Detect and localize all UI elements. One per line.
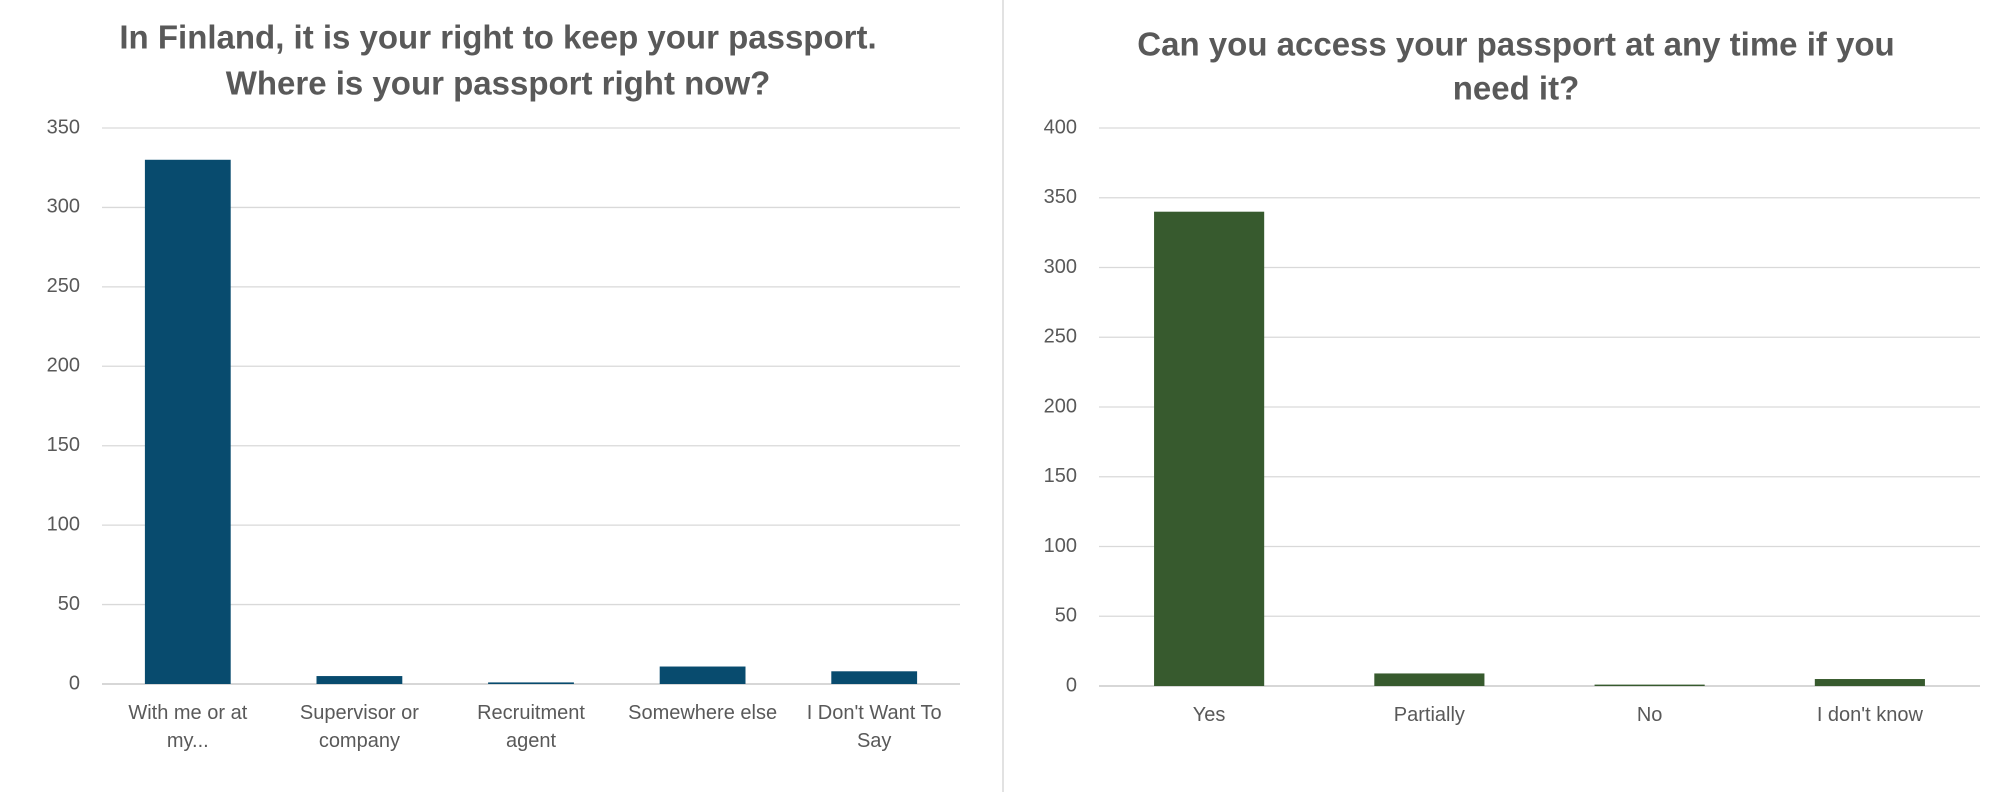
y-tick-label: 300 bbox=[47, 196, 80, 218]
bar bbox=[144, 159, 231, 684]
y-tick-label: 200 bbox=[1044, 395, 1077, 417]
bar bbox=[1814, 679, 1925, 686]
y-tick-label: 200 bbox=[47, 355, 80, 377]
y-tick-label: 350 bbox=[1044, 186, 1077, 208]
y-tick-label: 350 bbox=[47, 116, 80, 138]
x-tick-label: With me or at my... bbox=[128, 702, 247, 752]
x-tick-label: Yes bbox=[1193, 704, 1226, 726]
x-tick-label: Recruitment agent bbox=[477, 702, 585, 752]
chart-title: In Finland, it is your right to keep you… bbox=[119, 19, 876, 56]
y-tick-label: 150 bbox=[1044, 465, 1077, 487]
y-tick-label: 0 bbox=[69, 672, 80, 694]
x-tick-label: Supervisor or company bbox=[300, 702, 419, 752]
chart-title: need it? bbox=[1453, 70, 1580, 107]
y-tick-label: 50 bbox=[1055, 605, 1077, 627]
y-tick-label: 300 bbox=[1044, 256, 1077, 278]
bar bbox=[831, 671, 918, 684]
bar bbox=[316, 676, 403, 684]
x-tick-label: No bbox=[1637, 704, 1663, 726]
bar bbox=[1154, 211, 1265, 686]
y-tick-label: 0 bbox=[1066, 674, 1077, 696]
y-tick-label: 150 bbox=[47, 434, 80, 456]
chart-title: Can you access your passport at any time… bbox=[1137, 26, 1894, 63]
y-tick-label: 400 bbox=[1044, 116, 1077, 138]
bar bbox=[1374, 673, 1485, 686]
bar bbox=[1594, 684, 1705, 686]
y-tick-label: 50 bbox=[58, 593, 80, 615]
x-tick-label: I Don't Want To Say bbox=[807, 702, 942, 752]
x-tick-label: I don't know bbox=[1817, 704, 1924, 726]
y-tick-label: 100 bbox=[47, 513, 80, 535]
y-tick-label: 100 bbox=[1044, 535, 1077, 557]
bar bbox=[659, 666, 746, 684]
chart-title: Where is your passport right now? bbox=[226, 65, 771, 102]
x-tick-label: Partially bbox=[1394, 704, 1465, 726]
bar bbox=[488, 682, 574, 684]
y-tick-label: 250 bbox=[47, 275, 80, 297]
y-tick-label: 250 bbox=[1044, 326, 1077, 348]
x-tick-label: Somewhere else bbox=[628, 702, 777, 724]
